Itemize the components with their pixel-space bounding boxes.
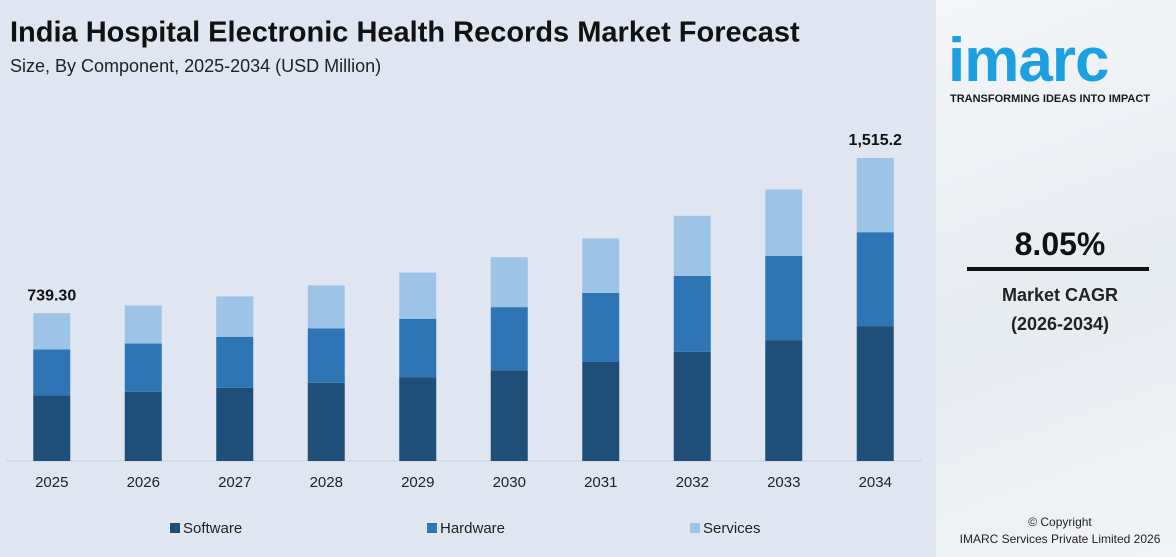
x-tick-label: 2034 [859,474,892,491]
total-label: 739.30 [27,287,76,304]
bar-segment [33,395,71,461]
cagr-label: Market CAGR [1001,285,1119,305]
bar-segment [765,255,803,341]
legend-label: Services [703,520,761,537]
bar-segment [490,307,528,371]
bar-segment [33,349,71,396]
legend-swatch [170,523,180,533]
bar-segment [673,351,711,461]
bar-segment [490,370,528,461]
divider [967,267,1149,271]
chart-title: India Hospital Electronic Health Records… [10,17,800,49]
chart: India Hospital Electronic Health Records… [6,17,922,537]
bar-segment [856,232,894,327]
bar-segment [490,257,528,308]
x-tick-label: 2032 [676,474,709,491]
chart-subtitle: Size, By Component, 2025-2034 (USD Milli… [10,56,381,76]
bar-segment [582,361,620,461]
x-tick-label: 2031 [584,474,617,491]
total-label: 1,515.2 [849,132,902,149]
bar-segment [307,285,345,329]
bar-segment [399,377,437,461]
bar-segment [216,387,254,461]
bar-segment [582,238,620,293]
legend-label: Software [183,520,242,537]
x-tick-label: 2025 [35,474,68,491]
bar-segment [765,340,803,461]
cagr-value: 8.05% [1014,226,1106,262]
bar-segment [33,313,71,350]
bar-segment [856,326,894,461]
bar-segment [124,343,162,392]
bar-segment [307,328,345,383]
bar-segment [216,296,254,337]
legend-swatch [427,523,437,533]
legend-swatch [690,523,700,533]
side-panel: imarc TRANSFORMING IDEAS INTO IMPACT 8.0… [936,0,1176,557]
bar-segment [673,275,711,352]
x-tick-label: 2029 [401,474,434,491]
company: IMARC Services Private Limited 2026 [959,532,1161,546]
bar-segment [673,215,711,276]
legend-label: Hardware [440,520,505,537]
bar-segment [124,305,162,344]
x-tick-label: 2030 [493,474,526,491]
cagr-period: (2026-2034) [1010,314,1110,334]
x-tick-label: 2026 [127,474,160,491]
tagline: TRANSFORMING IDEAS INTO IMPACT [950,93,1151,105]
x-tick-label: 2028 [310,474,343,491]
x-tick-label: 2033 [767,474,800,491]
x-tick-label: 2027 [218,474,251,491]
bar-segment [216,336,254,388]
bar-segment [399,272,437,319]
bar-segment [124,391,162,461]
bar-segment [582,292,620,362]
bar-segment [765,189,803,256]
bar-segment [856,158,894,233]
bar-segment [399,318,437,378]
copyright: © Copyright [1028,515,1092,529]
bar-segment [307,382,345,461]
logo: imarc [948,26,1109,95]
